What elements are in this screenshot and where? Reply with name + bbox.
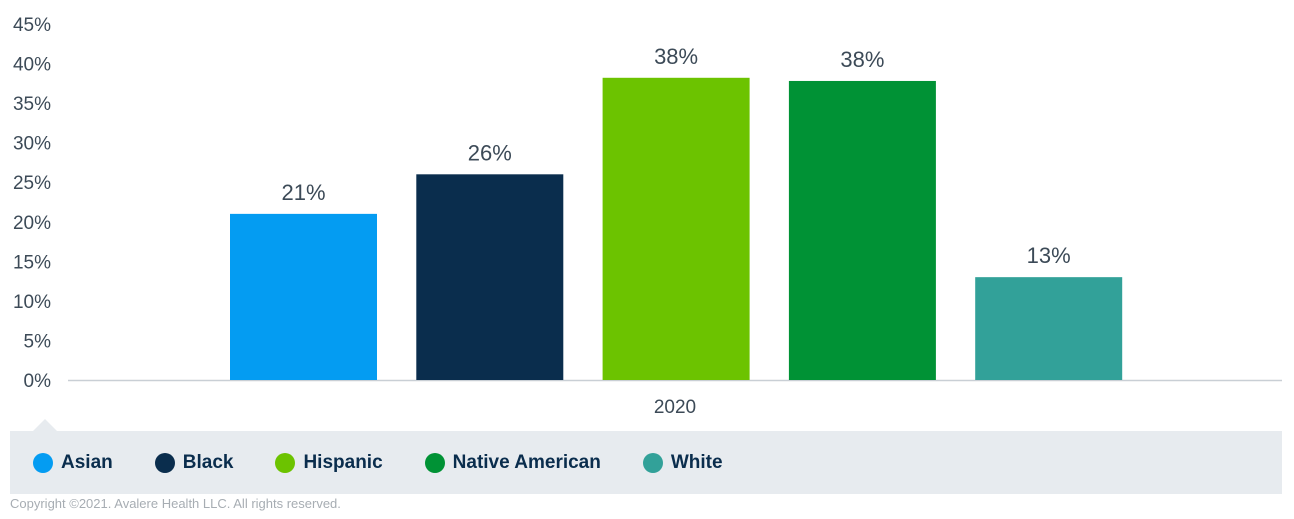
y-tick-label: 15% [13, 252, 51, 273]
legend-dot-black [154, 452, 175, 473]
legend-label-white: White [670, 451, 723, 473]
y-axis: 0% 5% 10% 15% 20% 25% 30% 35% 40% 45% [13, 15, 51, 392]
data-label-hispanic: 38% [654, 44, 698, 69]
legend-pointer [33, 419, 57, 431]
data-label-native-american: 38% [840, 47, 884, 72]
bars-group [230, 77, 1123, 381]
y-tick-label: 35% [13, 94, 51, 115]
legend-item-native-american[interactable]: Native American [424, 451, 601, 474]
y-tick-label: 20% [13, 213, 51, 234]
legend-dot-white [642, 452, 663, 473]
legend-item-black[interactable]: Black [154, 451, 234, 474]
legend-dot-native-american [424, 452, 445, 473]
y-tick-label: 0% [24, 371, 52, 392]
y-tick-label: 30% [13, 134, 51, 155]
bar-chart: 0% 5% 10% 15% 20% 25% 30% 35% 40% 45% 21% 26% 38% 38… [13, 15, 1282, 418]
bar-black[interactable] [416, 174, 564, 380]
y-tick-label: 40% [13, 55, 51, 76]
legend-item-white[interactable]: White [642, 451, 723, 474]
bar-asian[interactable] [230, 213, 377, 380]
y-tick-label: 45% [13, 15, 51, 36]
copyright-notice: Copyright ©2021. Avalere Health LLC. All… [10, 496, 341, 511]
y-tick-label: 25% [13, 173, 51, 194]
legend-label-native-american: Native American [452, 451, 601, 473]
bar-native-american[interactable] [788, 80, 936, 381]
y-tick-label: 5% [24, 331, 52, 352]
data-label-asian: 21% [281, 180, 325, 205]
bar-hispanic[interactable] [602, 77, 750, 380]
legend-item-asian[interactable]: Asian [33, 452, 113, 474]
data-labels-group: 21% 26% 38% 38% 13% [281, 44, 1070, 268]
data-label-black: 26% [468, 140, 512, 165]
y-tick-label: 10% [13, 292, 51, 313]
legend-label-black: Black [182, 451, 234, 473]
legend-label-asian: Asian [61, 451, 113, 473]
legend-label-hispanic: Hispanic [303, 451, 383, 473]
x-tick-label: 2020 [654, 397, 696, 418]
legend: Asian Black Hispanic Native American Whi… [10, 431, 1282, 494]
legend-item-hispanic[interactable]: Hispanic [275, 451, 383, 474]
bar-white[interactable] [975, 277, 1123, 380]
x-axis: 2020 [654, 397, 696, 418]
data-label-white: 13% [1027, 243, 1071, 268]
legend-dot-asian [33, 452, 53, 473]
legend-dot-hispanic [275, 452, 296, 473]
